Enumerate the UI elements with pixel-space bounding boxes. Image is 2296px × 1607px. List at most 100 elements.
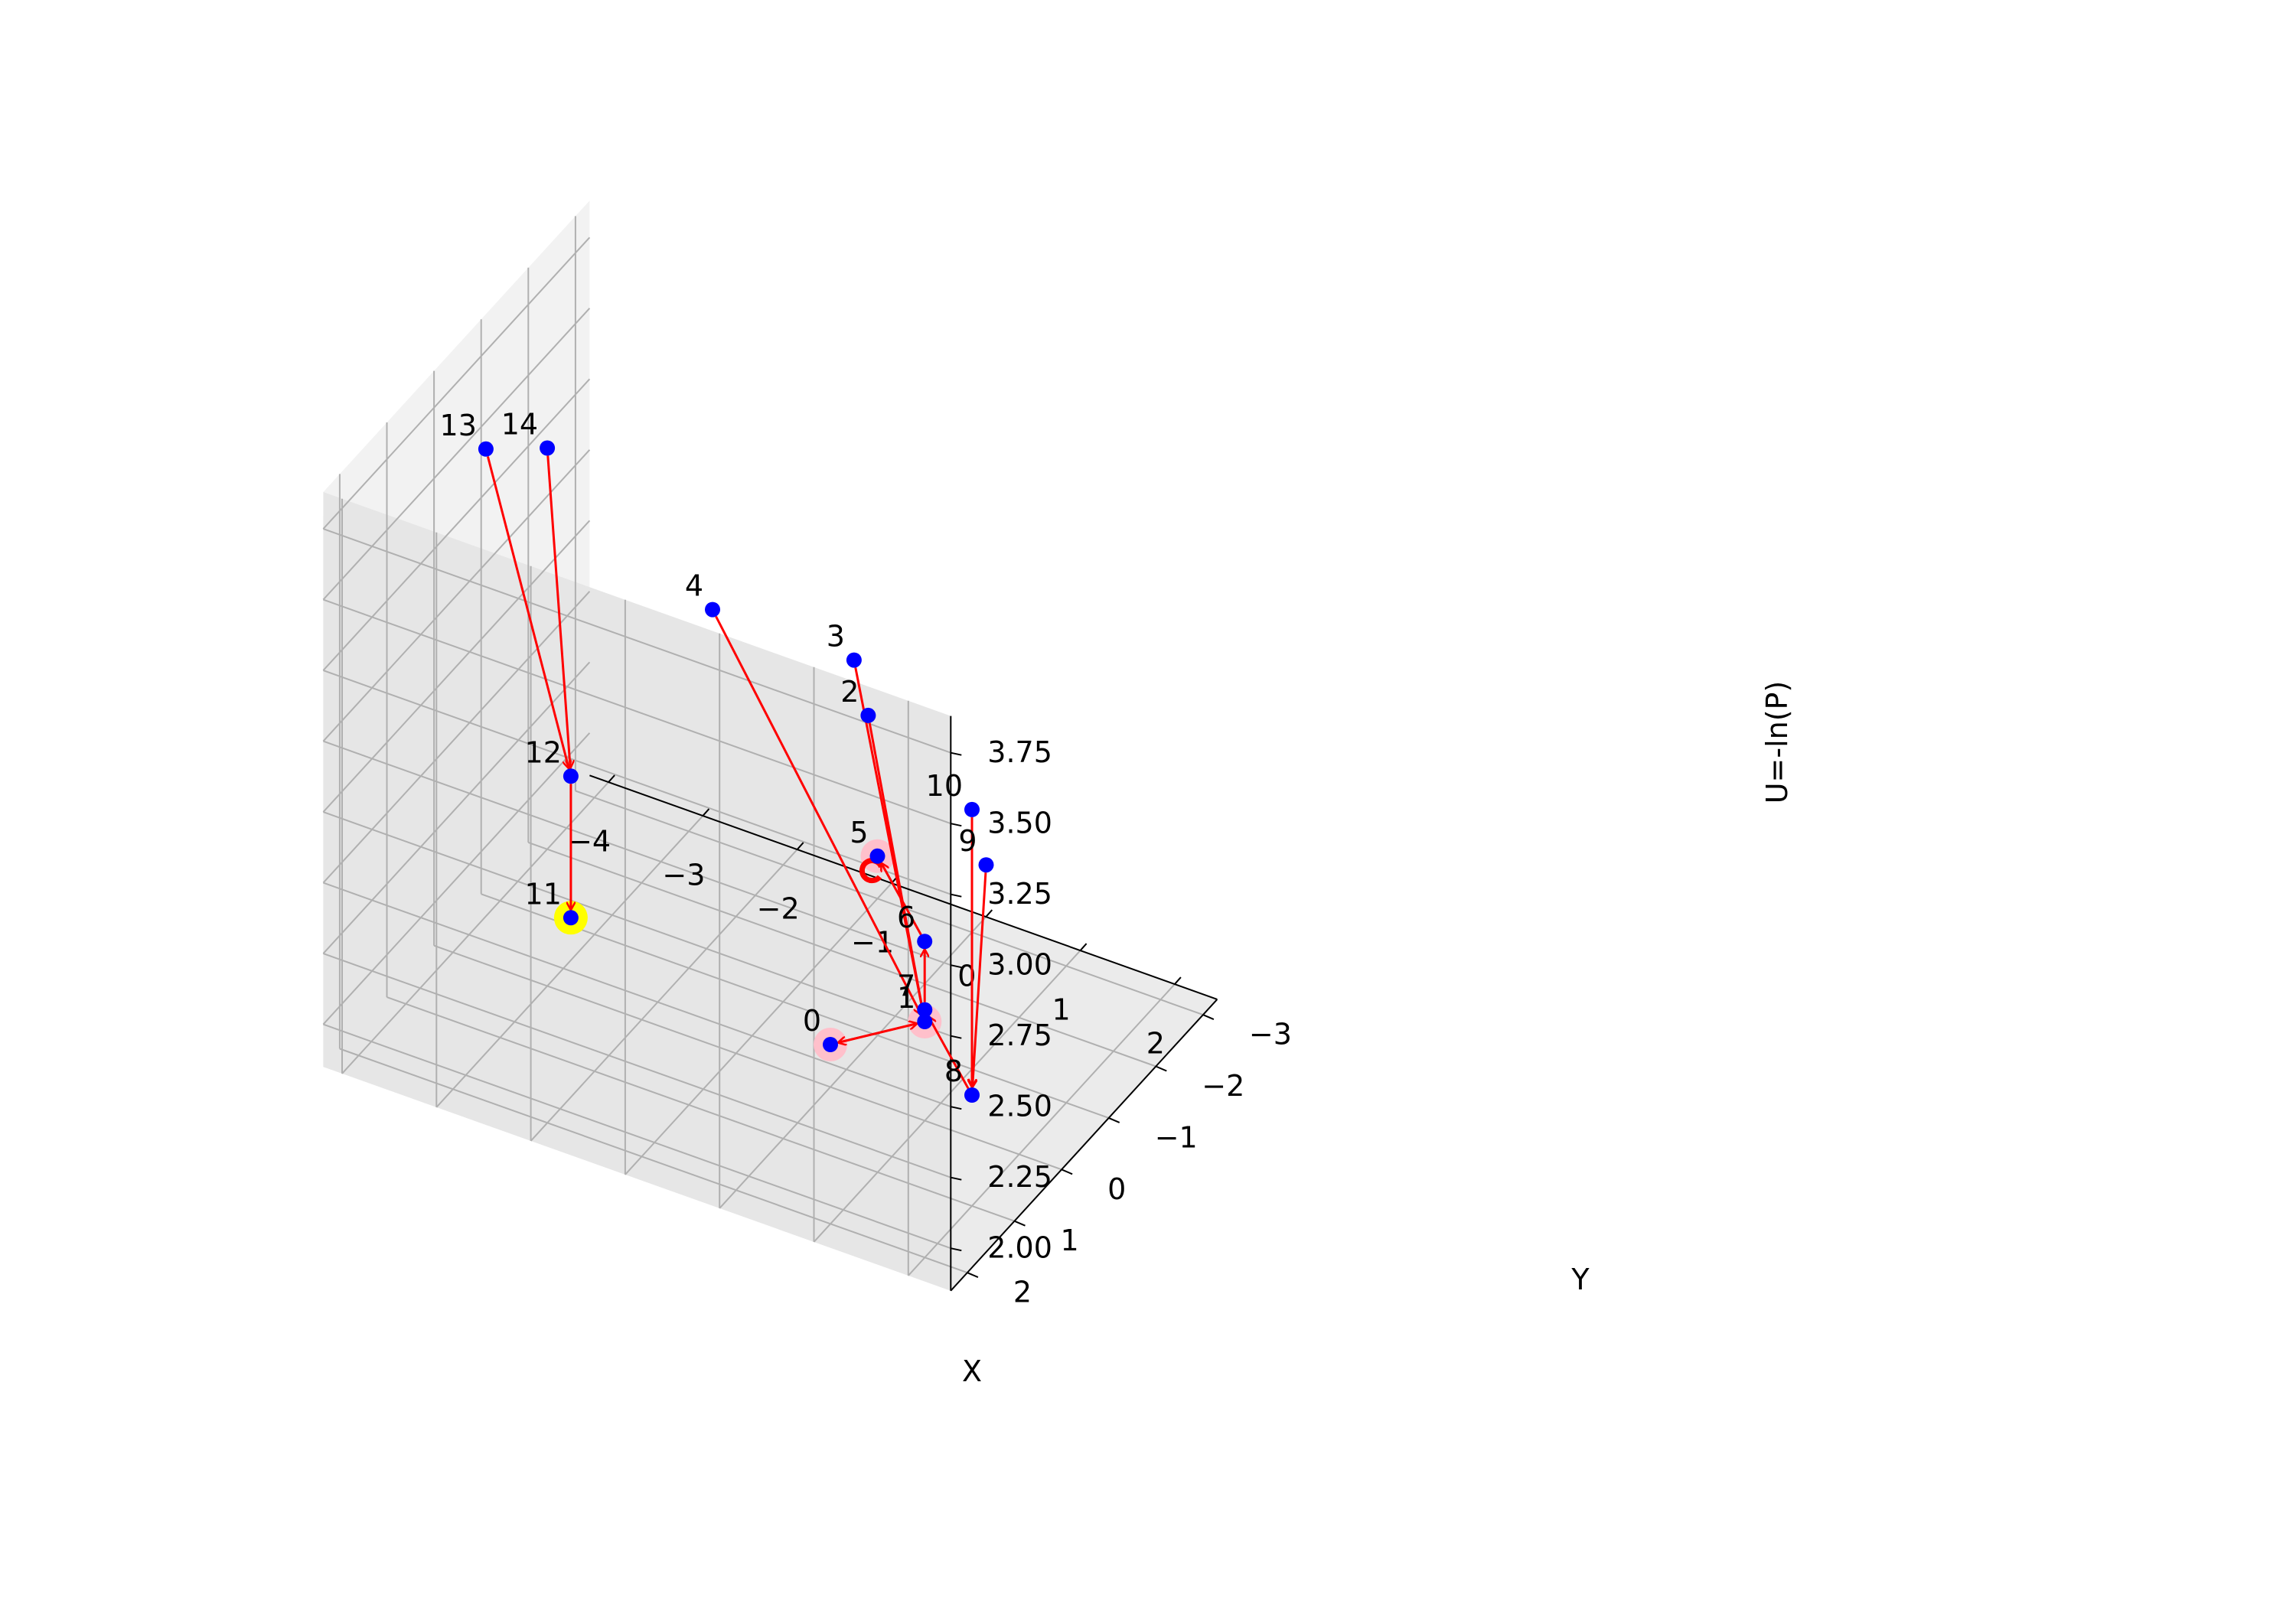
y-tick-label: 0: [1107, 1172, 1126, 1206]
arrow-13-to-12: [486, 456, 569, 769]
x-tick-label: −3: [662, 859, 705, 892]
z-tick: [951, 1035, 962, 1039]
y-tick-label: −1: [1155, 1120, 1198, 1154]
y-axis-line: [950, 999, 1218, 1292]
back-grid-z: [323, 670, 951, 895]
axis-panes: [323, 200, 1218, 1291]
floor-grid-x: [908, 983, 1176, 1276]
point-6: [917, 934, 933, 950]
z-tick: [951, 823, 962, 827]
left-grid-z: [322, 236, 591, 530]
z-axis-label: U=-ln(P): [1760, 681, 1794, 804]
point-label-9: 9: [958, 824, 977, 858]
y-tick: [1155, 1065, 1167, 1072]
point-label-2: 2: [840, 675, 859, 709]
y-axis-label: Y: [1570, 1263, 1590, 1296]
point-3: [846, 652, 862, 668]
back-grid-z: [323, 1023, 951, 1250]
point-7: [917, 1002, 933, 1018]
left-grid-z: [322, 591, 591, 884]
x-tick: [985, 909, 993, 918]
point-label-14: 14: [501, 408, 538, 442]
z-tick-label: 3.75: [987, 735, 1052, 769]
y-tick-label: 1: [1061, 1224, 1079, 1257]
y-tick-label: −2: [1202, 1069, 1244, 1103]
left-grid-z: [322, 661, 591, 954]
point-10: [964, 801, 980, 817]
point-2: [860, 707, 876, 723]
point-0: [823, 1037, 838, 1052]
left-grid-z: [322, 520, 591, 813]
back-grid-z: [323, 953, 951, 1178]
data-points: [478, 440, 994, 1103]
left-grid-z: [322, 449, 591, 742]
x-tick: [796, 842, 804, 850]
point-9: [978, 857, 994, 873]
floor-grid-y: [481, 893, 1110, 1119]
point-label-12: 12: [525, 735, 562, 769]
y-tick: [1108, 1116, 1120, 1123]
arrow-9-to-8: [973, 872, 987, 1087]
x-tick-label: 2: [1146, 1027, 1165, 1061]
point-label-8: 8: [944, 1054, 963, 1088]
z-tick-label: 3.25: [987, 877, 1052, 911]
back-grid-z: [323, 740, 951, 966]
left-grid-z: [322, 732, 591, 1025]
arrow-6-to-5: [879, 863, 922, 936]
z-tick-label: 2.75: [987, 1019, 1052, 1052]
arrow-3-to-1: [854, 667, 924, 1014]
x-tick: [702, 808, 710, 817]
grid-lines: [322, 216, 1204, 1276]
floor-grid-x: [341, 781, 609, 1074]
point-label-11: 11: [525, 877, 562, 911]
floor-grid-y: [386, 996, 1015, 1222]
point-label-1: 1: [897, 981, 915, 1015]
z-tick: [951, 1176, 962, 1181]
x-tick-label: −1: [851, 926, 894, 960]
arrow-1-to-0: [838, 1022, 918, 1042]
x-axis-label: X: [962, 1354, 982, 1388]
x-tick-label: 1: [1052, 993, 1071, 1027]
y-tick-label: 2: [1013, 1276, 1032, 1309]
arrow-8-to-7: [927, 1016, 970, 1090]
arrow-14-to-12: [546, 455, 570, 769]
floor-grid-x: [719, 916, 987, 1209]
point-label-5: 5: [850, 816, 868, 849]
x-tick-label: 0: [957, 960, 976, 993]
z-tick-label: 3.50: [987, 807, 1052, 840]
point-label-0: 0: [803, 1004, 821, 1038]
floor-grid-y: [433, 944, 1062, 1171]
axis-lines: [589, 715, 1218, 1292]
z-tick: [951, 964, 962, 969]
back-grid-z: [323, 528, 951, 754]
y-tick: [1202, 1014, 1215, 1021]
point-label-4: 4: [685, 569, 703, 603]
point-14: [540, 440, 556, 456]
z-tick: [951, 893, 962, 898]
transition-arrows: [486, 455, 987, 1090]
floor-grid-x: [530, 849, 798, 1142]
point-label-6: 6: [897, 901, 915, 934]
x-tick-label: −4: [568, 825, 611, 859]
floor-grid-y: [339, 1048, 968, 1274]
back-grid-z: [323, 811, 951, 1037]
x-tick-label: −2: [757, 892, 800, 926]
z-tick: [951, 1106, 962, 1110]
y-tick: [1014, 1220, 1026, 1227]
left-grid-z: [322, 378, 591, 671]
z-tick: [951, 1247, 962, 1252]
floor-grid-x: [625, 882, 892, 1175]
arrow-4-to-1: [715, 615, 921, 1015]
point-11: [563, 910, 579, 926]
z-tick-label: 2.00: [987, 1231, 1052, 1265]
x-tick: [1079, 943, 1088, 951]
point-label-10: 10: [926, 769, 963, 803]
point-4: [705, 601, 720, 618]
point-5: [869, 848, 885, 864]
floor-grid-x: [435, 815, 704, 1108]
z-tick: [951, 751, 962, 756]
y-tick-label: −3: [1249, 1018, 1292, 1051]
